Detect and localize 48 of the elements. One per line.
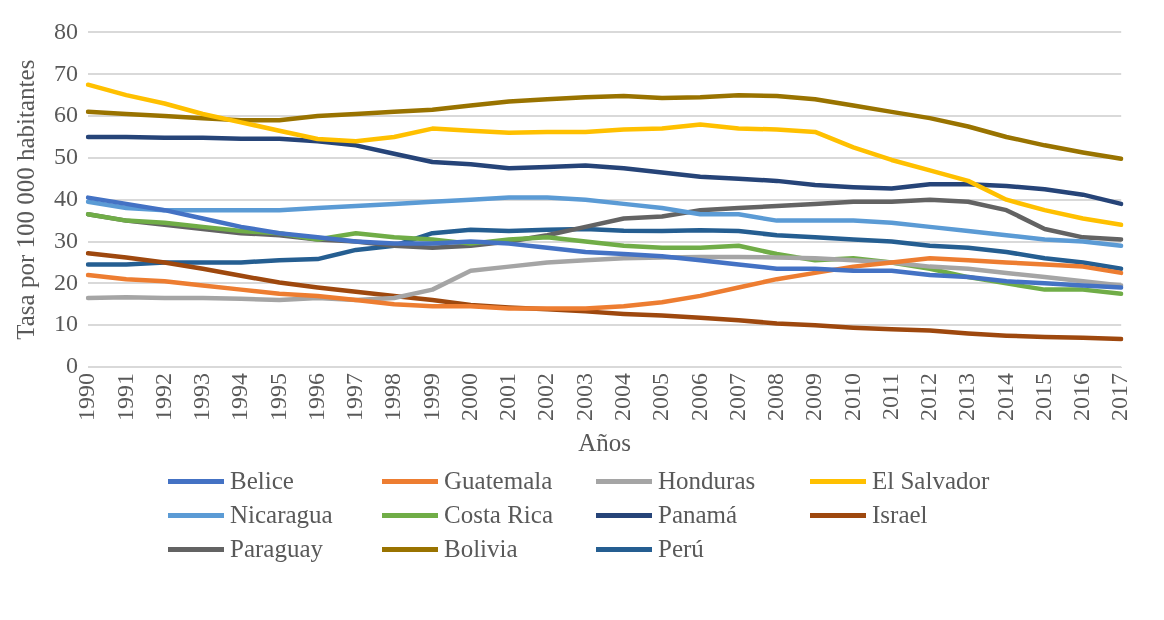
x-tick-label: 2001	[494, 373, 521, 421]
legend-label: Bolivia	[444, 535, 518, 563]
legend-label: Israel	[872, 501, 928, 529]
x-tick-label: 1996	[302, 373, 329, 421]
y-tick-label: 60	[54, 101, 78, 128]
y-tick-label: 20	[54, 268, 78, 295]
legend-label: Costa Rica	[444, 501, 554, 529]
x-tick-label: 2011	[876, 373, 903, 421]
legend-label: Nicaragua	[230, 501, 333, 529]
x-tick-label: 2006	[685, 373, 712, 421]
x-axis-title: Años	[578, 428, 631, 456]
x-tick-label: 2014	[991, 373, 1018, 421]
x-tick-label: 2007	[723, 373, 750, 421]
x-tick-label: 1998	[379, 373, 406, 421]
x-tick-label: 2013	[953, 373, 980, 421]
x-tick-label: 2005	[647, 373, 674, 421]
y-tick-label: 50	[54, 143, 78, 170]
legend-label: El Salvador	[872, 467, 990, 495]
y-tick-label: 80	[54, 17, 78, 44]
legend-label: Perú	[658, 535, 704, 563]
x-tick-label: 2002	[532, 373, 559, 421]
x-tick-label: 1991	[111, 373, 138, 421]
x-tick-label: 2017	[1106, 373, 1133, 421]
x-tick-label: 2012	[915, 373, 942, 421]
x-tick-label: 1999	[417, 373, 444, 421]
y-tick-label: 40	[54, 185, 78, 211]
x-tick-label: 1997	[341, 373, 368, 421]
x-tick-label: 1995	[264, 373, 291, 421]
legend-label: Belice	[230, 467, 294, 495]
legend-label: Panamá	[658, 501, 738, 529]
x-tick-label: 1992	[149, 373, 176, 421]
x-tick-label: 2009	[800, 373, 827, 421]
x-tick-label: 2000	[455, 373, 482, 421]
legend-label: Honduras	[658, 467, 756, 495]
x-tick-label: 2003	[570, 373, 597, 421]
x-tick-label: 1994	[226, 373, 253, 421]
y-tick-label: 10	[54, 310, 78, 337]
x-tick-label: 2008	[762, 373, 789, 421]
legend-label: Paraguay	[230, 535, 324, 563]
x-tick-label: 2010	[838, 373, 865, 421]
legend-label: Guatemala	[444, 467, 553, 495]
x-tick-label: 2004	[609, 373, 636, 421]
x-tick-label: 2016	[1068, 373, 1095, 421]
x-tick-label: 1993	[188, 373, 215, 421]
y-tick-label: 70	[54, 59, 78, 86]
y-tick-label: 30	[54, 226, 78, 253]
y-axis-title: Tasa por 100 000 habitantes	[11, 59, 39, 340]
x-tick-label: 2015	[1029, 373, 1056, 421]
